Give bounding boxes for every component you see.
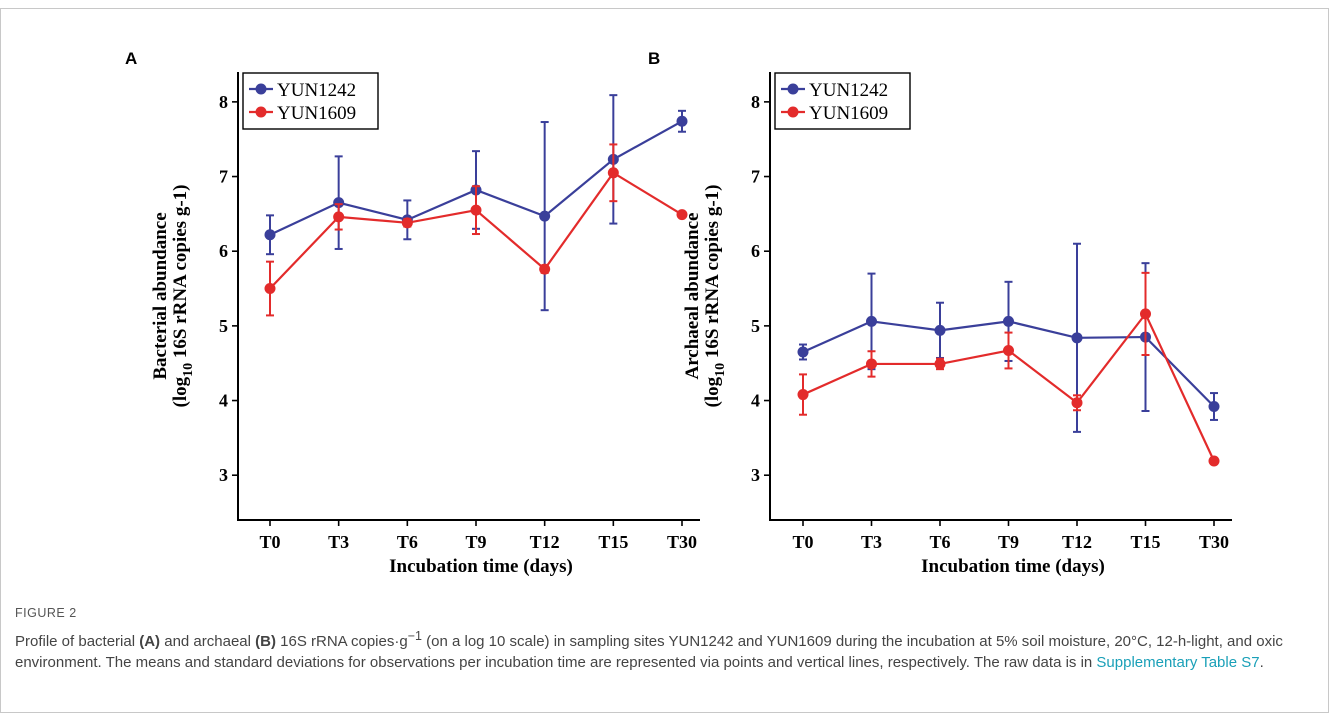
- panel-letter: B: [648, 49, 660, 68]
- data-point: [1208, 455, 1220, 467]
- data-point: [1208, 401, 1220, 413]
- y-tick-label: 3: [751, 465, 760, 485]
- figure-caption: FIGURE 2 Profile of bacterial (A) and ar…: [15, 606, 1305, 673]
- figure-frame: [0, 8, 1329, 713]
- data-point: [401, 217, 413, 229]
- data-point: [1003, 315, 1014, 327]
- caption-bold-b: (B): [255, 633, 276, 650]
- y-label-subscript: 10: [181, 363, 196, 377]
- x-tick-label: T3: [861, 532, 882, 552]
- caption-part: and archaeal: [160, 633, 256, 650]
- figure-label: FIGURE 2: [15, 606, 77, 620]
- series-yun1609: [797, 271, 1220, 467]
- caption-part: Profile of bacterial: [15, 633, 140, 650]
- x-tick-label: T0: [259, 532, 280, 552]
- chart-panel-a: A 3 4 5 6 7 8 T0 T3 T6 T9 T12 T15 T30 Incubation time …: [125, 49, 700, 577]
- y-label-part: (log: [170, 376, 191, 407]
- y-tick-label: 5: [751, 316, 760, 336]
- x-tick-label: T9: [465, 532, 486, 552]
- figure-svg: A 3 4 5 6 7 8 T0 T3 T6 T9 T12 T15 T30 Incubation time …: [125, 49, 1232, 577]
- data-point: [797, 346, 809, 358]
- data-point: [264, 283, 276, 295]
- legend-box: [774, 72, 911, 130]
- data-point: [934, 324, 946, 336]
- y-axis-label-units: (log10 16S rRNA copies g-1): [702, 185, 728, 408]
- legend-label: YUN1242: [277, 80, 356, 101]
- data-point: [1071, 397, 1083, 409]
- legend-swatch-point: [787, 106, 799, 118]
- legend-label: YUN1609: [809, 103, 888, 124]
- caption-superscript: −1: [407, 629, 422, 643]
- x-tick-label: T6: [397, 532, 418, 552]
- y-axis-label-units: (log10 16S rRNA copies g-1): [170, 185, 196, 408]
- y-tick-label: 4: [219, 391, 228, 411]
- y-tick-label: 7: [219, 167, 228, 187]
- chart-panel-b: B 3 4 5 6 7 8 T0 T3 T6 T9 T12 T15 T30 Incubation time …: [648, 49, 1232, 577]
- x-tick-label: T30: [1199, 532, 1229, 552]
- legend-swatch-point: [255, 83, 267, 95]
- x-tick-label: T3: [328, 532, 349, 552]
- x-tick-label: T12: [1062, 532, 1092, 552]
- y-tick-label: 6: [219, 241, 228, 261]
- legend-swatch-point: [787, 83, 799, 95]
- supplementary-table-link[interactable]: Supplementary Table S7: [1096, 654, 1260, 671]
- y-label-part: 16S rRNA copies g-1): [702, 185, 723, 363]
- x-axis-label: Incubation time (days): [389, 556, 573, 577]
- data-point: [1140, 308, 1151, 320]
- data-point: [539, 210, 551, 222]
- data-point: [264, 229, 276, 241]
- legend-label: YUN1242: [809, 80, 888, 101]
- legend-label: YUN1609: [277, 103, 356, 124]
- x-tick-label: T30: [667, 532, 697, 552]
- y-tick-label: 8: [219, 92, 228, 112]
- caption-part: (on a log 10 scale) in sampling sites YU…: [15, 633, 1283, 671]
- data-point: [1003, 345, 1014, 357]
- x-tick-label: T0: [792, 532, 813, 552]
- data-point: [934, 358, 946, 370]
- caption-part: .: [1259, 654, 1264, 671]
- y-label-part: (log: [702, 376, 723, 407]
- data-point: [866, 315, 877, 327]
- legend-swatch-point: [255, 106, 267, 118]
- y-tick-label: 5: [219, 316, 228, 336]
- data-point: [607, 167, 619, 179]
- data-point: [333, 211, 345, 223]
- data-point: [676, 115, 688, 127]
- y-label-subscript: 10: [713, 363, 728, 377]
- panel-letter: A: [125, 49, 137, 68]
- x-tick-label: T6: [929, 532, 950, 552]
- y-tick-label: 6: [751, 241, 760, 261]
- data-point: [1071, 332, 1083, 344]
- data-point: [866, 358, 877, 370]
- y-tick-label: 8: [751, 92, 760, 112]
- data-point: [797, 389, 809, 401]
- x-axis-label: Incubation time (days): [921, 556, 1105, 577]
- y-tick-label: 4: [751, 391, 760, 411]
- x-tick-label: T12: [530, 532, 560, 552]
- caption-text: Profile of bacterial (A) and archaeal (B…: [15, 626, 1305, 673]
- x-tick-label: T15: [598, 532, 628, 552]
- data-point: [539, 263, 551, 275]
- x-tick-label: T9: [998, 532, 1019, 552]
- data-point: [676, 209, 688, 221]
- y-axis-label: Bacterial abundance: [150, 212, 171, 379]
- series-yun1609: [264, 143, 688, 317]
- y-tick-label: 3: [219, 465, 228, 485]
- caption-part: 16S rRNA copies·g: [275, 633, 408, 650]
- y-axis-label: Archaeal abundance: [682, 213, 703, 380]
- x-tick-label: T15: [1130, 532, 1160, 552]
- data-point: [470, 204, 482, 216]
- data-point: [333, 197, 345, 209]
- caption-bold-a: (A): [139, 633, 161, 650]
- y-label-part: 16S rRNA copies g-1): [170, 185, 191, 363]
- legend-box: [242, 72, 379, 130]
- y-tick-label: 7: [751, 167, 760, 187]
